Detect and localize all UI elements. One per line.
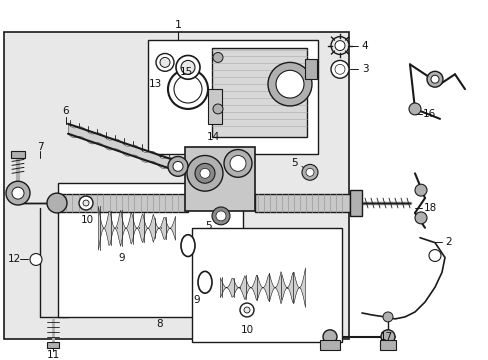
Bar — [184, 147, 254, 211]
Circle shape — [200, 168, 209, 178]
Text: 6: 6 — [62, 106, 69, 116]
Circle shape — [213, 53, 223, 62]
Text: 5: 5 — [291, 158, 298, 168]
Circle shape — [334, 41, 345, 50]
Circle shape — [212, 207, 229, 225]
Circle shape — [382, 312, 392, 322]
Circle shape — [428, 249, 440, 261]
Text: 5: 5 — [204, 221, 211, 231]
Circle shape — [275, 70, 304, 98]
Circle shape — [430, 75, 438, 83]
Circle shape — [186, 156, 223, 191]
Bar — [148, 40, 317, 153]
Circle shape — [168, 69, 207, 109]
Circle shape — [181, 60, 195, 74]
Circle shape — [160, 58, 170, 67]
Circle shape — [330, 37, 348, 54]
Bar — [4, 32, 348, 339]
Circle shape — [156, 54, 174, 71]
Circle shape — [213, 104, 223, 114]
Text: 13: 13 — [148, 79, 162, 89]
Circle shape — [30, 253, 42, 265]
Circle shape — [176, 55, 200, 79]
Bar — [212, 48, 306, 137]
Text: 18: 18 — [423, 203, 436, 213]
Text: 15: 15 — [179, 67, 192, 77]
Circle shape — [408, 103, 420, 115]
Text: 3: 3 — [361, 64, 367, 74]
Circle shape — [323, 330, 336, 344]
Bar — [254, 194, 349, 212]
Circle shape — [244, 307, 249, 313]
Bar — [349, 190, 361, 216]
Circle shape — [305, 168, 313, 176]
Bar — [305, 59, 316, 79]
Bar — [58, 194, 187, 212]
Circle shape — [168, 157, 187, 176]
Circle shape — [414, 212, 426, 224]
Text: 14: 14 — [206, 132, 219, 142]
Text: 2: 2 — [445, 237, 451, 247]
Ellipse shape — [181, 235, 195, 257]
Circle shape — [302, 165, 317, 180]
Circle shape — [195, 163, 215, 183]
Bar — [207, 89, 222, 124]
Circle shape — [229, 156, 245, 171]
Text: 16: 16 — [422, 109, 435, 119]
Text: 9: 9 — [193, 295, 200, 305]
Bar — [192, 228, 341, 342]
Text: 9: 9 — [119, 252, 125, 262]
Bar — [47, 342, 59, 348]
Circle shape — [47, 193, 67, 213]
Bar — [58, 183, 243, 317]
Text: 7: 7 — [37, 141, 43, 152]
Circle shape — [216, 211, 225, 221]
Text: 11: 11 — [46, 350, 60, 360]
Text: 12: 12 — [7, 255, 20, 265]
Text: 1: 1 — [174, 20, 181, 30]
Bar — [379, 340, 395, 350]
Text: 10: 10 — [240, 325, 253, 335]
Circle shape — [334, 64, 345, 74]
Text: 8: 8 — [156, 319, 163, 329]
Circle shape — [380, 330, 394, 344]
Circle shape — [426, 71, 442, 87]
Circle shape — [174, 75, 202, 103]
Circle shape — [330, 60, 348, 78]
Text: 4: 4 — [361, 41, 367, 50]
Circle shape — [267, 62, 311, 106]
Circle shape — [83, 200, 89, 206]
Ellipse shape — [198, 271, 212, 293]
Bar — [319, 340, 339, 350]
Circle shape — [79, 196, 93, 210]
Circle shape — [240, 303, 253, 317]
Text: 10: 10 — [80, 215, 93, 225]
Circle shape — [173, 161, 183, 171]
Circle shape — [6, 181, 30, 205]
Circle shape — [414, 184, 426, 196]
Circle shape — [224, 149, 251, 177]
Text: 17: 17 — [379, 332, 392, 342]
Circle shape — [12, 187, 24, 199]
Bar — [11, 150, 25, 158]
